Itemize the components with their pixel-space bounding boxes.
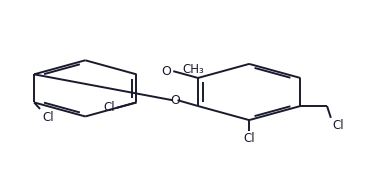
Text: Cl: Cl <box>103 101 115 114</box>
Text: Cl: Cl <box>42 111 53 124</box>
Text: O: O <box>170 94 180 107</box>
Text: Cl: Cl <box>333 119 344 132</box>
Text: Cl: Cl <box>243 132 255 145</box>
Text: O: O <box>161 65 171 78</box>
Text: CH₃: CH₃ <box>183 63 205 76</box>
